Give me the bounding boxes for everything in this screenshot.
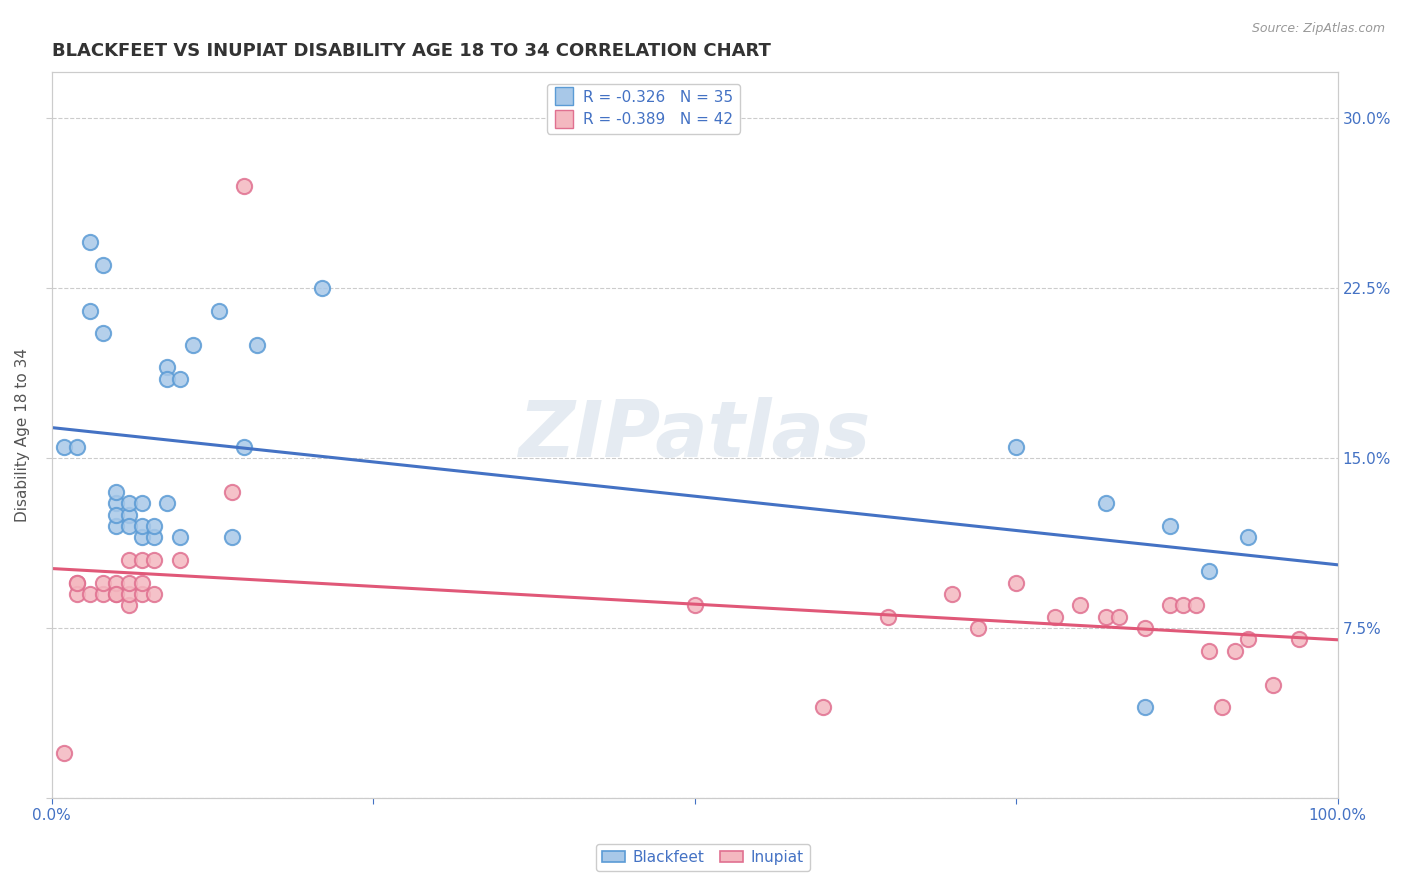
Point [104,575,127,590]
Point [221,530,243,544]
Point [1095,496,1118,510]
Point [104,587,127,601]
Point [91,587,114,601]
Point [1005,440,1028,454]
Point [91,258,114,272]
Point [131,496,153,510]
Point [91,326,114,341]
Point [143,587,166,601]
Point [1198,643,1220,657]
Point [104,496,127,510]
Point [131,553,153,567]
Point [1005,575,1028,590]
Point [1133,700,1156,714]
Point [233,440,256,454]
Point [66,575,89,590]
Point [118,599,141,613]
Point [169,553,191,567]
Point [118,519,141,533]
Point [181,337,204,351]
Point [131,519,153,533]
Point [118,587,141,601]
Point [131,587,153,601]
Point [79,303,101,318]
Point [143,553,166,567]
Point [104,587,127,601]
Point [1173,599,1195,613]
Legend: R = -0.326   N = 35, R = -0.389   N = 42: R = -0.326 N = 35, R = -0.389 N = 42 [547,84,740,134]
Point [966,621,988,635]
Text: ZIPatlas: ZIPatlas [519,397,870,474]
Point [233,178,256,193]
Point [811,700,834,714]
Point [79,587,101,601]
Point [1223,643,1246,657]
Point [104,508,127,522]
Point [246,337,269,351]
Point [66,575,89,590]
Point [1095,609,1118,624]
Point [1185,599,1208,613]
Point [1198,564,1220,578]
Point [53,440,76,454]
Point [118,508,141,522]
Point [1236,632,1258,647]
Point [143,519,166,533]
Point [131,575,153,590]
Point [1211,700,1233,714]
Point [221,484,243,499]
Point [143,530,166,544]
Point [104,484,127,499]
Point [311,281,333,295]
Y-axis label: Disability Age 18 to 34: Disability Age 18 to 34 [15,348,30,522]
Point [1133,621,1156,635]
Point [1288,632,1310,647]
Point [876,609,898,624]
Text: Source: ZipAtlas.com: Source: ZipAtlas.com [1251,22,1385,36]
Point [156,371,179,385]
Point [169,371,191,385]
Point [1159,519,1181,533]
Point [208,303,231,318]
Point [104,519,127,533]
Text: BLACKFEET VS INUPIAT DISABILITY AGE 18 TO 34 CORRELATION CHART: BLACKFEET VS INUPIAT DISABILITY AGE 18 T… [52,42,770,60]
Point [53,746,76,760]
Point [1236,530,1258,544]
Point [941,587,963,601]
Point [66,587,89,601]
Point [156,496,179,510]
Point [1108,609,1130,624]
Point [66,440,89,454]
Point [1263,678,1285,692]
Point [156,360,179,375]
Point [118,575,141,590]
Point [118,553,141,567]
Point [91,575,114,590]
Legend: Blackfeet, Inupiat: Blackfeet, Inupiat [596,844,810,871]
Point [118,496,141,510]
Point [131,530,153,544]
Point [79,235,101,250]
Point [683,599,706,613]
Point [1159,599,1181,613]
Point [1043,609,1066,624]
Point [1069,599,1091,613]
Point [169,530,191,544]
